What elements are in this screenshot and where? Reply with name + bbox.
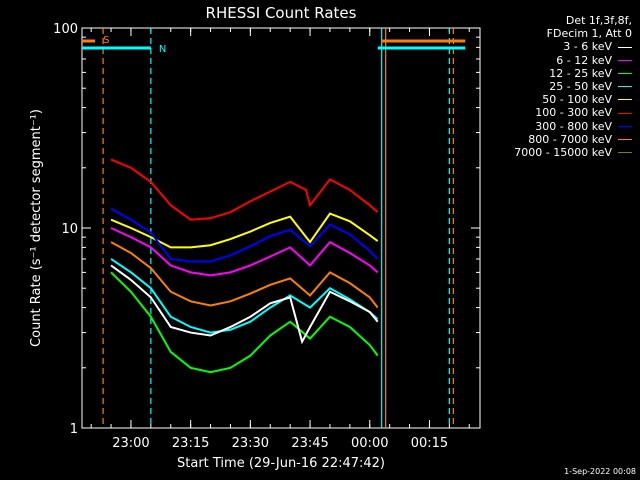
legend-item: 12 - 25 keV: [514, 67, 632, 80]
legend-swatch: [618, 125, 632, 127]
attenuator-label: S: [103, 35, 109, 46]
legend-label: 7000 - 15000 keV: [514, 146, 612, 160]
legend-swatch: [618, 112, 632, 114]
legend-item: 800 - 7000 keV: [514, 133, 632, 146]
legend-label: 50 - 100 keV: [542, 93, 612, 107]
y-tick-label: 10: [61, 222, 78, 237]
legend-label: 25 - 50 keV: [549, 80, 612, 94]
legend-item: 50 - 100 keV: [514, 93, 632, 106]
legend-item: 3 - 6 keV: [514, 40, 632, 53]
legend-header-line-2: FDecim 1, Att 0: [546, 27, 632, 41]
series-line: [110, 241, 379, 309]
x-axis-label: Start Time (29-Jun-16 22:47:42): [177, 456, 385, 471]
legend-label: 100 - 300 keV: [535, 106, 612, 120]
legend-item: 25 - 50 keV: [514, 80, 632, 93]
legend-label: 300 - 800 keV: [535, 119, 612, 133]
x-tick-label: 00:00: [351, 436, 388, 451]
x-tick-label: 23:45: [291, 436, 328, 451]
series-line: [110, 158, 379, 221]
y-tick-label: 100: [53, 22, 78, 37]
legend-swatch: [618, 86, 632, 88]
plot-frame: [81, 27, 481, 429]
series-line: [110, 258, 379, 334]
series-line: [110, 271, 379, 374]
legend-label: 6 - 12 keV: [556, 53, 612, 67]
chart-title: RHESSI Count Rates: [206, 4, 357, 22]
y-tick-label: 1: [70, 422, 78, 437]
series-line: [110, 207, 379, 263]
legend-label: 3 - 6 keV: [563, 40, 612, 54]
y-axis-label: Count Rate (s⁻¹ detector segment⁻¹): [29, 109, 44, 347]
legend-item: 300 - 800 keV: [514, 120, 632, 133]
legend-swatch: [618, 72, 632, 74]
x-tick-label: 23:00: [112, 436, 149, 451]
series-line: [110, 264, 379, 345]
legend-label: 800 - 7000 keV: [528, 132, 612, 146]
attenuator-label: N: [159, 44, 166, 55]
legend-header-line-1: Det 1f,3f,8f,: [565, 14, 632, 27]
legend-label: 12 - 25 keV: [549, 66, 612, 80]
x-tick-label: 00:15: [411, 436, 448, 451]
legend-swatch: [618, 99, 632, 101]
legend-item: 100 - 300 keV: [514, 106, 632, 119]
timestamp: 1-Sep-2022 00:08: [564, 467, 636, 476]
series-line: [110, 227, 379, 277]
legend-item: 6 - 12 keV: [514, 54, 632, 67]
legend-swatch: [618, 59, 632, 61]
legend-item: 7000 - 15000 keV: [514, 146, 632, 159]
legend-swatch: [618, 46, 632, 48]
legend: Det 1f,3f,8f, FDecim 1, Att 0 3 - 6 keV 6…: [514, 14, 632, 159]
x-tick-label: 23:15: [172, 436, 209, 451]
legend-swatch: [618, 138, 632, 140]
legend-swatch: [618, 152, 632, 154]
x-tick-label: 23:30: [232, 436, 269, 451]
